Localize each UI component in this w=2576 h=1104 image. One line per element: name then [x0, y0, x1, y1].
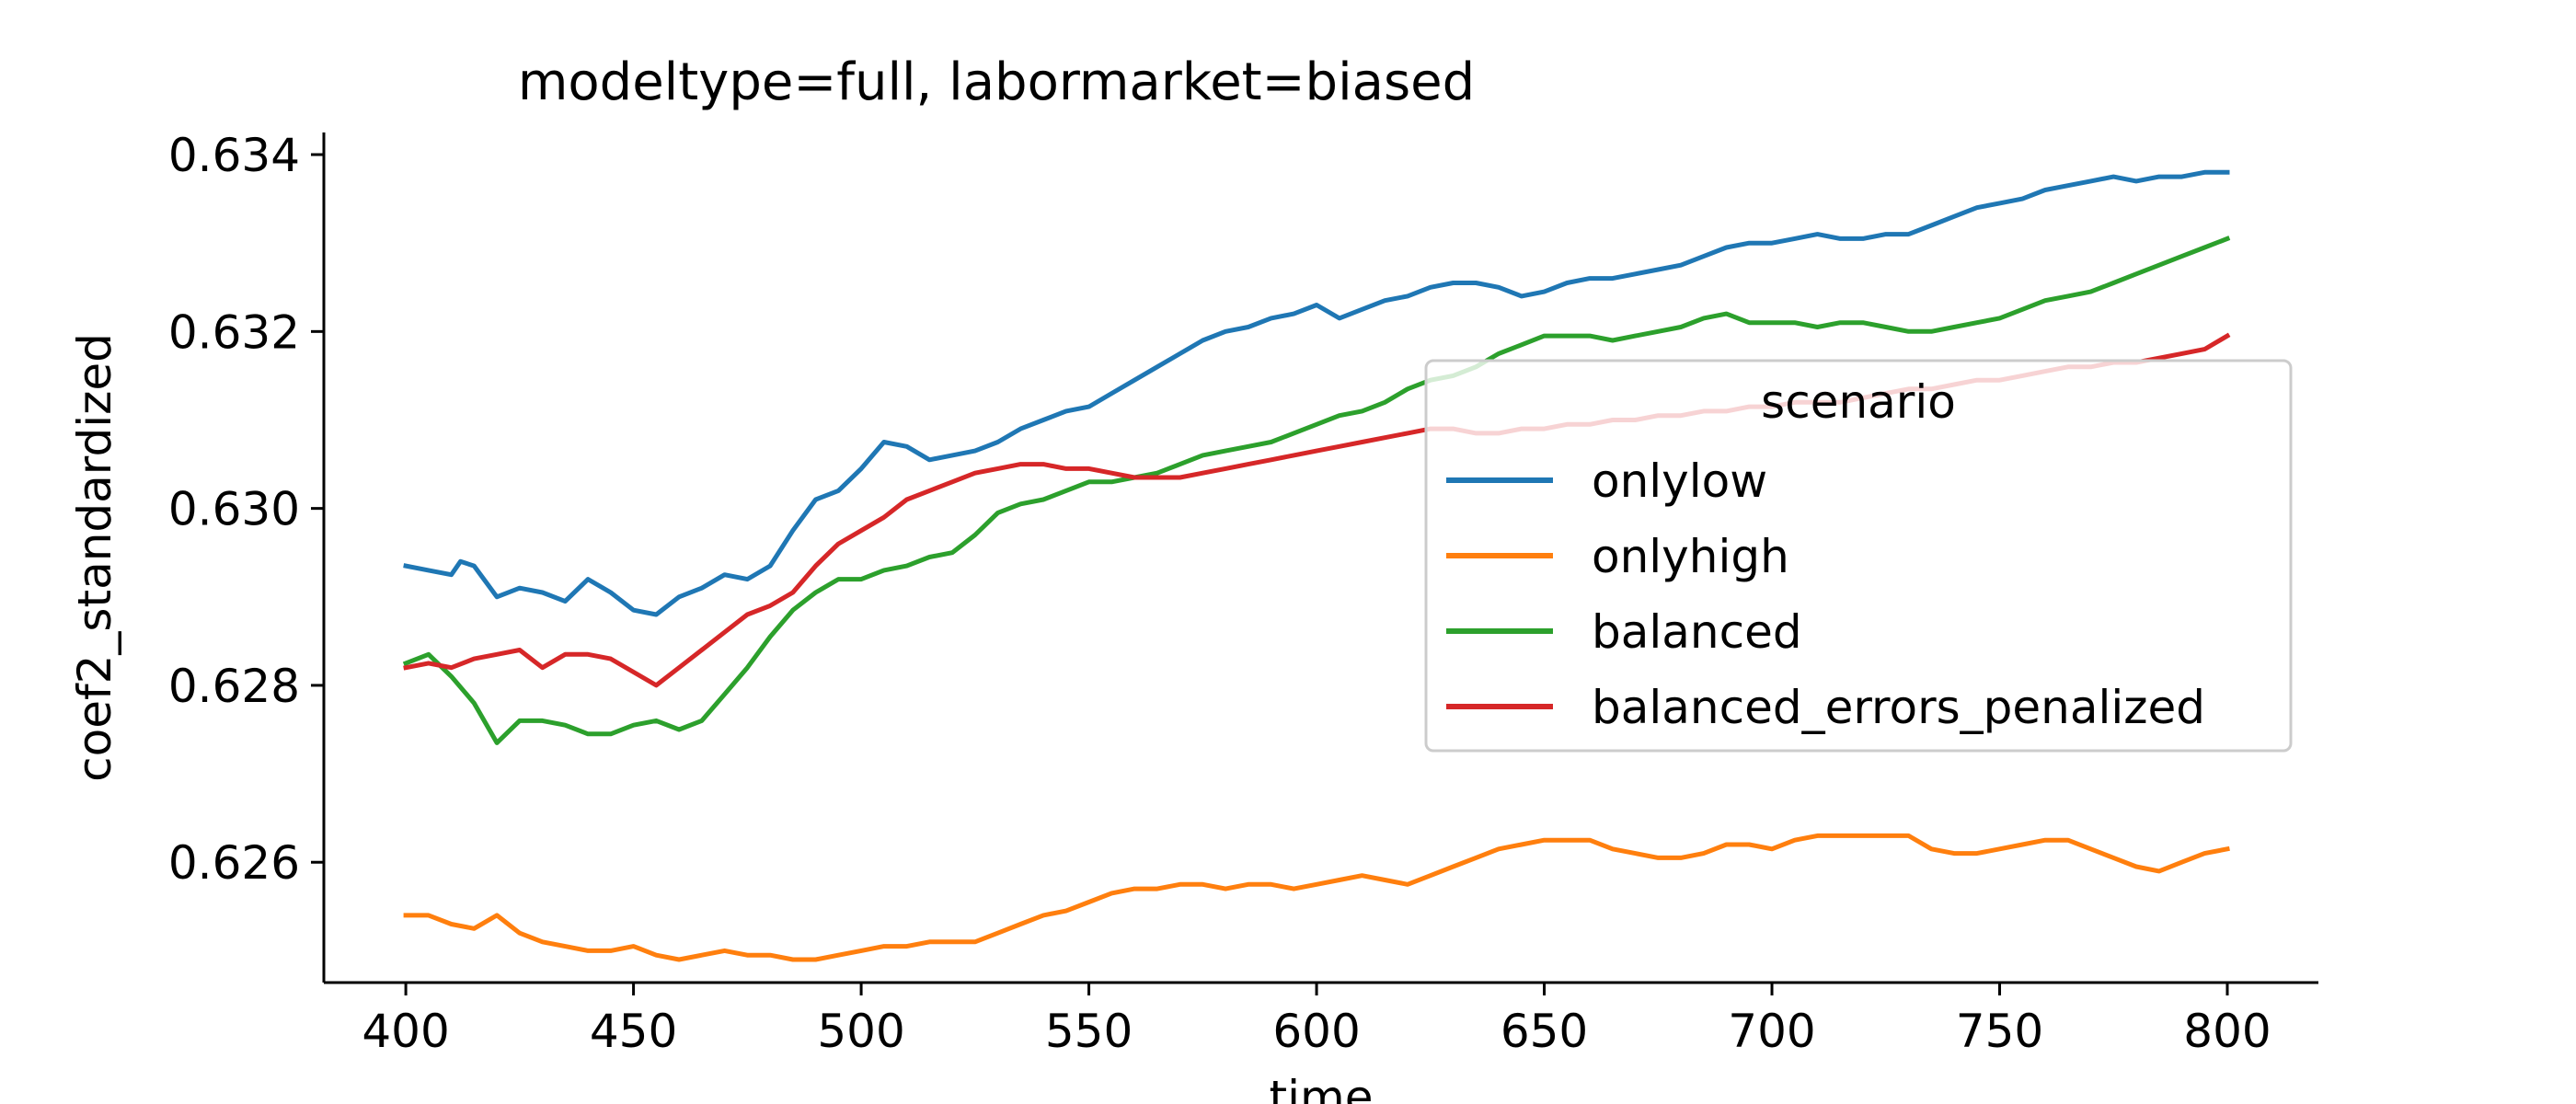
x-tick-label: 650 [1501, 1005, 1588, 1058]
legend-label-balanced: balanced [1592, 605, 1802, 659]
x-tick-label: 550 [1045, 1005, 1133, 1058]
series-layer [402, 169, 2231, 962]
x-tick-label: 400 [362, 1005, 449, 1058]
y-tick-label: 0.628 [168, 660, 300, 713]
legend-box [1424, 359, 2293, 753]
series-line-onlyhigh [403, 833, 2230, 962]
legend-label-onlyhigh: onlyhigh [1592, 530, 1789, 583]
y-ticks: 0.626 0.628 0.630 0.632 0.634 [168, 129, 324, 890]
legend-label-balanced_errors_penalized: balanced_errors_penalized [1592, 681, 2205, 734]
series-line-onlylow [403, 169, 2230, 617]
legend-label-onlylow: onlylow [1592, 454, 1767, 508]
y-tick-label: 0.634 [168, 129, 300, 182]
series-line-balanced [402, 236, 2231, 745]
axes [322, 132, 2318, 984]
x-ticks: 400 450 500 550 600 650 700 750 800 [362, 983, 2271, 1058]
y-tick-label: 0.630 [168, 483, 300, 536]
y-tick-label: 0.632 [168, 305, 300, 359]
chart-title: modeltype=full, labormarket=biased [518, 52, 1475, 112]
x-axis-label: time [1270, 1071, 1374, 1104]
y-axis-label: coef2_standardized [68, 333, 121, 782]
x-tick-label: 700 [1728, 1005, 1815, 1058]
legend: scenario onlylow onlyhigh balanced balanced… [1424, 359, 2293, 753]
x-tick-label: 450 [590, 1005, 677, 1058]
x-tick-label: 600 [1272, 1005, 1360, 1058]
x-tick-label: 750 [1956, 1005, 2043, 1058]
y-tick-label: 0.626 [168, 836, 300, 890]
x-tick-label: 500 [817, 1005, 904, 1058]
x-tick-label: 800 [2183, 1005, 2271, 1058]
legend-items: onlylow onlyhigh balanced balanced_errors_p… [1446, 454, 2205, 734]
legend-title: scenario [1761, 375, 1956, 429]
